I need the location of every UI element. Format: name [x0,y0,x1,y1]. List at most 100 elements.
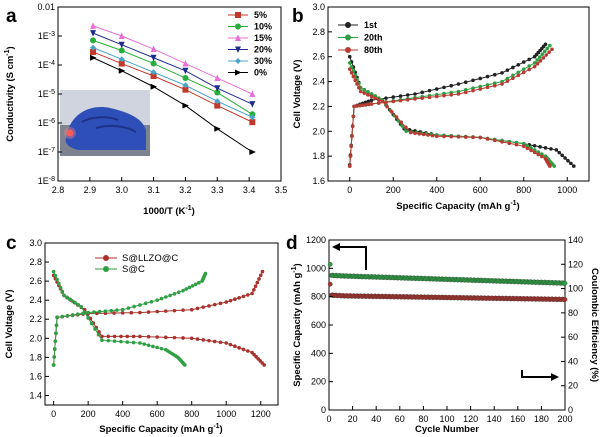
data-point-b [511,73,515,78]
y-tick-label-c: 2.2 [29,314,42,324]
x-axis-label-c: Specific Capacity (mAh g-1) [99,423,222,435]
data-point-c [62,293,66,298]
data-point-b [542,49,547,54]
data-point-c [94,311,99,316]
y-tick-label-b: 2.0 [312,126,325,136]
y-tick-label-b: 2.6 [312,52,325,62]
panel-label-a: a [6,6,17,27]
data-point-c [131,334,136,339]
data-point-c [195,306,200,311]
data-point-c [67,297,72,302]
data-point-b [527,64,531,68]
plot-frame-c [44,242,279,406]
y-tick-label-c: 2.8 [29,257,42,267]
data-point-c [54,323,59,328]
data-point-b [442,85,446,90]
y-tick-label-d: 1200 [306,235,326,245]
y-tick-label-b: 3.0 [312,2,325,12]
y-tick-label-d: 200 [311,377,326,387]
legend-label-b: 1st [364,20,377,30]
data-point-a [150,73,157,80]
data-point-c [172,308,177,313]
y-tick-label-d: 800 [311,292,326,302]
data-point-b [449,93,454,97]
panel-d: d 0 20 40 60 80 100 120 140 160 180 20002004006008… [286,233,600,435]
data-point-b [485,85,490,90]
plot-frame-d [328,239,566,411]
data-point-b [543,42,548,47]
data-point-c [181,336,185,340]
data-point-b [492,83,497,88]
data-point-a [150,45,157,53]
data-point-b [363,100,368,105]
data-point-c [262,363,266,367]
y-tick-label-d: 1000 [306,263,326,273]
series-line-a [92,25,253,95]
data-point-c [54,331,58,336]
data-point-a [249,101,256,108]
data-point-b [471,88,475,93]
data-point-b [485,74,490,79]
data-point-c [190,284,195,288]
data-point-c [97,330,101,334]
y-tick-label-c: 1.8 [29,352,42,362]
data-point-c [252,288,256,292]
data-point-a [90,30,97,37]
data-point-b [390,110,394,114]
data-point-c [176,290,181,295]
data-point-a [249,114,256,121]
x-tick-label-a: 3.5 [275,185,288,195]
data-point-d [327,281,333,287]
data-point-a [214,98,221,105]
data-point-c [70,313,75,317]
data-point-b [355,82,359,86]
y-tick-label-c: 1.4 [29,390,42,400]
data-point-c [183,363,187,367]
data-point-b [426,133,430,137]
x-tick-label-d: 80 [418,414,428,424]
series-line-c [53,273,206,366]
panel-label-d: d [286,233,298,254]
data-point-a [214,85,221,92]
y-tick-label-c: 2.6 [29,276,42,286]
data-point-b [369,98,374,103]
data-point-b [351,114,356,119]
panel-c: c 0 200 400 600 800 1000 1200 1.4 1.6 1.8 2.0 2.2 2.… [4,233,279,435]
y-tick-label-a: 0.01 [37,2,55,12]
data-point-c [65,295,69,300]
data-point-c [86,310,90,315]
data-point-b [349,144,354,148]
y2-tick-label-d: 100 [568,284,583,294]
data-point-b [456,89,461,94]
data-point-b [348,154,353,158]
x-axis-label-a: 1000/T (K-1) [143,205,195,217]
data-point-b [427,95,432,100]
inset-photo-glove [60,90,150,156]
data-point-b [538,145,542,149]
data-point-b [569,161,573,166]
data-point-c [151,344,155,349]
legend-label-c: S@C [122,264,145,275]
series-line-c [53,271,263,366]
data-point-c [250,291,254,296]
data-point-b [492,138,497,143]
data-point-b [571,164,576,168]
data-point-c [164,295,168,299]
data-point-c [241,347,246,352]
data-point-c [53,273,58,278]
data-point-b [532,64,537,69]
data-point-b [516,73,521,78]
data-point-b [366,90,370,94]
panel-label-b: b [292,6,304,27]
data-point-b [478,87,483,91]
data-point-c [138,334,142,339]
data-point-a [118,67,126,74]
data-point-b [536,152,541,157]
y-tick-label-d: 400 [311,348,326,358]
data-point-c [79,305,84,309]
data-point-b [463,80,468,84]
data-point-b [369,94,374,99]
data-point-c [65,313,70,318]
y2-tick-label-d: 80 [568,308,578,318]
data-point-a [150,60,157,67]
